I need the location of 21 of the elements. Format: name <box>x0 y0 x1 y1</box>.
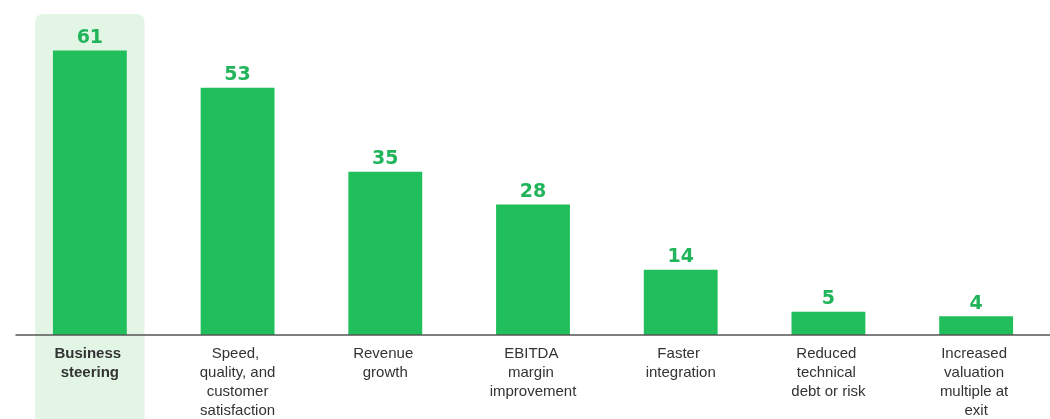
x-tick-label: Reduced technical debt or risk <box>791 344 867 399</box>
x-tick-label: Business steering <box>54 344 126 380</box>
bar <box>496 204 570 335</box>
data-label: 35 <box>372 146 399 169</box>
x-tick-label: Increased valuation multiple at exit <box>939 344 1013 418</box>
data-label: 28 <box>519 178 547 201</box>
bar <box>791 311 866 335</box>
data-label: 14 <box>667 244 694 267</box>
bar <box>348 171 423 335</box>
x-tick-label: Speed, quality, and customer satisfaction <box>199 344 276 418</box>
data-label: 5 <box>821 286 836 309</box>
x-tick-label: Faster integration <box>645 344 716 380</box>
data-label: 4 <box>969 290 983 313</box>
x-tick-label: EBITDA margin improvement <box>489 344 578 399</box>
x-tick-label: Revenue growth <box>353 344 418 380</box>
bar <box>52 50 127 335</box>
bar <box>939 316 1014 335</box>
bar <box>643 269 718 335</box>
data-label: 53 <box>224 62 251 85</box>
data-label: 61 <box>76 24 104 47</box>
bar <box>200 87 275 335</box>
